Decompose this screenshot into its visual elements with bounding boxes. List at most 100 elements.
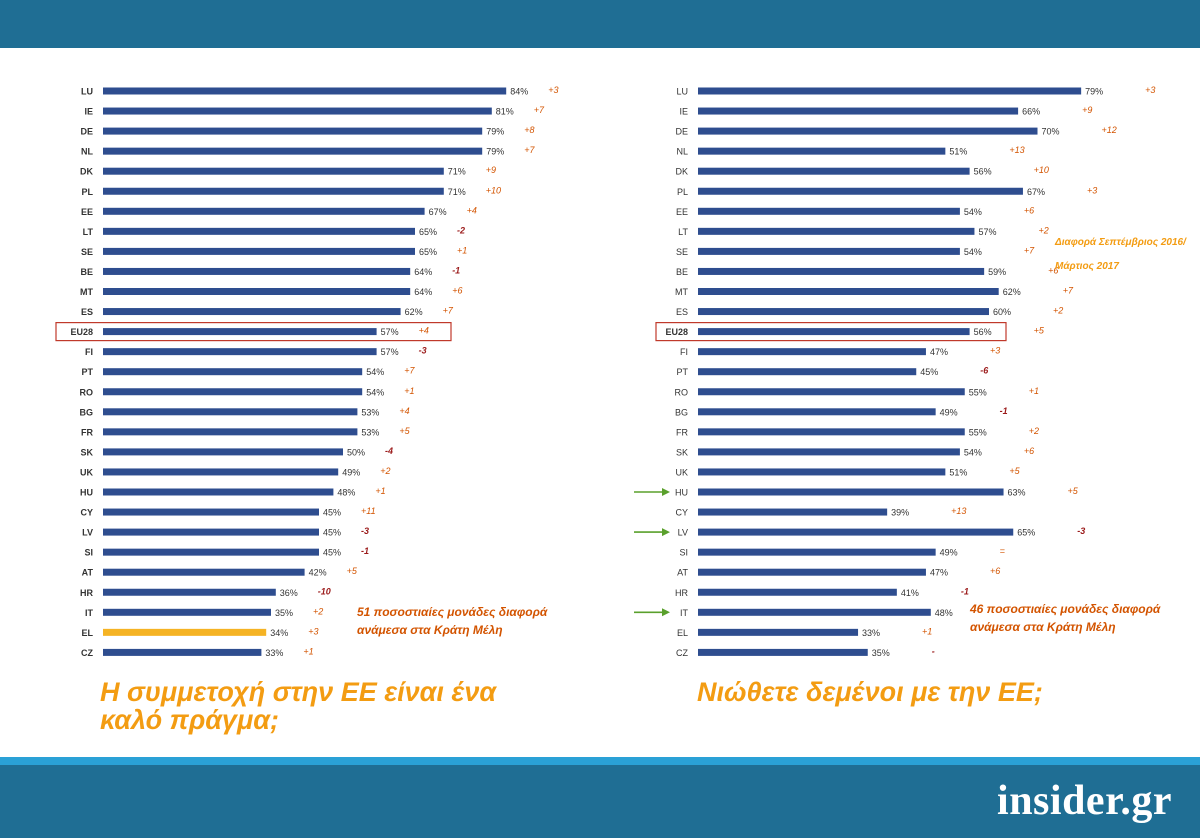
- right-difference-label-eu28: +5: [1034, 326, 1045, 336]
- left-difference-label-lv: -3: [361, 526, 369, 536]
- left-tick-label-eu28: EU28: [70, 327, 93, 337]
- left-tick-label-cz: CZ: [81, 648, 93, 658]
- left-tick-label-cy: CY: [80, 508, 93, 518]
- right-value-label-pt: 45%: [920, 367, 938, 377]
- right-tick-label-hr: HR: [675, 588, 688, 598]
- right-tick-label-bg: BG: [675, 407, 688, 417]
- left-difference-label-el: +3: [308, 626, 318, 636]
- right-value-label-lv: 65%: [1017, 528, 1035, 538]
- right-tick-label-pl: PL: [677, 187, 688, 197]
- left-value-label-sk: 50%: [347, 447, 365, 457]
- right-tick-label-it: IT: [680, 608, 689, 618]
- right-bar-ro: [698, 388, 965, 396]
- left-value-label-fi: 57%: [381, 347, 399, 357]
- right-value-label-hr: 41%: [901, 588, 919, 598]
- left-tick-label-be: BE: [80, 267, 93, 277]
- left-value-label-eu28: 57%: [381, 327, 399, 337]
- right-value-label-fi: 47%: [930, 347, 948, 357]
- right-difference-label-pt: -6: [980, 366, 989, 376]
- right-bar-de: [698, 127, 1038, 135]
- left-value-label-lu: 84%: [510, 87, 528, 97]
- right-tick-label-nl: NL: [676, 147, 688, 157]
- left-value-label-lv: 45%: [323, 528, 341, 538]
- left-bar-si: [103, 548, 319, 556]
- left-difference-label-pl: +10: [486, 185, 501, 195]
- left-bar-nl: [103, 147, 483, 155]
- left-tick-label-de: DE: [80, 127, 93, 137]
- right-chart-note: 46 ποσοστιαίες μονάδες διαφορά ανάμεσα σ…: [970, 602, 1161, 634]
- left-value-label-ee: 67%: [429, 207, 447, 217]
- left-difference-label-fi: -3: [419, 346, 427, 356]
- right-difference-label-hu: +5: [1068, 486, 1079, 496]
- right-tick-label-pt: PT: [676, 367, 688, 377]
- left-bar-hu: [103, 488, 334, 496]
- right-bar-uk: [698, 468, 946, 476]
- left-difference-label-ro: +1: [404, 386, 414, 396]
- right-value-label-fr: 55%: [969, 427, 987, 437]
- left-bar-sk: [103, 448, 343, 456]
- left-chart-heading: Η συμμετοχή στην ΕΕ είναι ένα καλό πράγμ…: [100, 677, 497, 735]
- left-bar-mt: [103, 288, 411, 295]
- left-difference-label-bg: +4: [399, 406, 409, 416]
- right-bar-eu28: [698, 328, 970, 336]
- right-tick-label-hu: HU: [675, 488, 688, 498]
- left-difference-label-cy: +11: [361, 506, 376, 516]
- left-bar-lt: [103, 227, 415, 235]
- left-tick-label-hr: HR: [80, 588, 93, 598]
- right-difference-label-ee: +6: [1024, 205, 1034, 215]
- left-bar-ie: [103, 107, 492, 115]
- left-tick-label-mt: MT: [80, 287, 93, 297]
- left-chart-note: 51 ποσοστιαίες μονάδες διαφορά ανάμεσα σ…: [357, 605, 548, 637]
- right-difference-label-uk: +5: [1009, 466, 1020, 476]
- left-difference-label-lu: +3: [548, 85, 558, 95]
- left-difference-label-lt: -2: [457, 225, 465, 235]
- left-bar-de: [103, 127, 483, 135]
- left-difference-label-dk: +9: [486, 165, 496, 175]
- left-difference-label-fr: +5: [399, 426, 410, 436]
- left-bar-fi: [103, 348, 377, 356]
- right-bar-mt: [698, 288, 999, 295]
- left-value-label-nl: 79%: [486, 147, 504, 157]
- right-difference-label-ie: +9: [1082, 105, 1092, 115]
- right-tick-label-dk: DK: [675, 167, 688, 177]
- left-value-label-pt: 54%: [366, 367, 384, 377]
- left-tick-label-it: IT: [85, 608, 94, 618]
- right-value-label-it: 48%: [935, 608, 953, 618]
- right-value-label-dk: 56%: [974, 167, 992, 177]
- left-tick-label-bg: BG: [80, 407, 94, 417]
- right-value-label-ee: 54%: [964, 207, 982, 217]
- right-bar-nl: [698, 147, 946, 155]
- right-tick-label-ie: IE: [679, 107, 688, 117]
- left-value-label-hu: 48%: [337, 488, 355, 498]
- left-tick-label-lv: LV: [82, 528, 93, 538]
- right-bar-fr: [698, 428, 965, 436]
- left-bar-dk: [103, 167, 444, 175]
- right-difference-label-se: +7: [1024, 245, 1035, 255]
- left-bar-bg: [103, 408, 358, 416]
- right-difference-label-bg: -1: [1000, 406, 1008, 416]
- difference-legend-line1: Διαφορά Σεπτέμβριος 2016/: [1055, 237, 1186, 248]
- left-tick-label-fr: FR: [81, 427, 93, 437]
- left-bar-ro: [103, 388, 363, 396]
- right-arrow-head-hu: [662, 488, 670, 496]
- right-tick-label-es: ES: [676, 307, 688, 317]
- right-tick-label-sk: SK: [676, 447, 688, 457]
- right-value-label-ro: 55%: [969, 387, 987, 397]
- right-value-label-at: 47%: [930, 568, 948, 578]
- right-arrow-head-it: [662, 608, 670, 617]
- right-highlight-box-eu28: [655, 322, 1007, 342]
- right-tick-label-fi: FI: [680, 347, 688, 357]
- right-tick-label-eu28: EU28: [665, 327, 688, 337]
- right-difference-label-dk: +10: [1034, 165, 1049, 175]
- right-difference-label-hr: -1: [961, 586, 969, 596]
- right-bar-lv: [698, 528, 1014, 536]
- right-bar-es: [698, 308, 989, 316]
- right-value-label-cz: 35%: [872, 648, 890, 658]
- left-value-label-at: 42%: [309, 568, 327, 578]
- left-difference-label-hu: +1: [375, 486, 385, 496]
- right-bar-si: [698, 548, 936, 556]
- left-difference-label-be: -1: [452, 265, 460, 275]
- right-value-label-ie: 66%: [1022, 107, 1040, 117]
- left-value-label-be: 64%: [414, 267, 432, 277]
